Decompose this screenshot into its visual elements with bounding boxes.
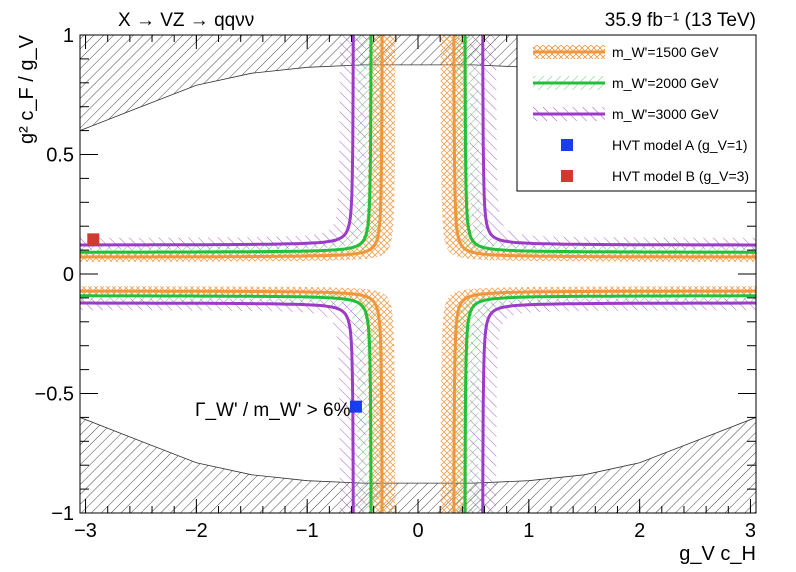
y-tick-label: 1 — [63, 25, 74, 47]
hvt-marker-0 — [349, 400, 362, 413]
band-2-q2 — [469, 298, 756, 513]
x-tick-label: −2 — [185, 520, 208, 542]
legend-label-3: HVT model A (g_V=1) — [612, 137, 748, 153]
series-line-1-q0 — [463, 35, 756, 254]
width-annotation: Γ_W' / m_W' > 6% — [195, 400, 351, 421]
series-line-2-q0 — [481, 35, 756, 247]
x-tick-label: −3 — [74, 520, 97, 542]
x-tick-label: 0 — [412, 520, 423, 542]
band-2-q0 — [469, 35, 756, 250]
series-line-0-q1 — [80, 35, 384, 259]
series-line-0-q3 — [80, 289, 384, 513]
y-tick-label: 0 — [63, 264, 74, 286]
series-line-1-q1 — [80, 35, 373, 254]
y-tick-label: −0.5 — [35, 384, 74, 406]
band-2-q3 — [80, 298, 367, 513]
y-tick-label: 0.5 — [46, 145, 74, 167]
width-exclusion-region-bottom — [80, 417, 756, 513]
legend-label-2: m_W'=3000 GeV — [612, 106, 719, 122]
band-2-q1 — [80, 35, 367, 250]
legend-label-0: m_W'=1500 GeV — [612, 44, 719, 60]
series-line-2-q2 — [481, 301, 756, 513]
series-line-0-q0 — [452, 35, 756, 259]
x-axis-label: g_V c_H — [679, 543, 756, 565]
legend-marker-4 — [561, 170, 573, 182]
legend-marker-3 — [561, 139, 573, 151]
chart-title-left: X → VZ → qqνν — [118, 10, 254, 31]
series-line-2-q3 — [80, 301, 355, 513]
legend: m_W'=1500 GeV m_W'=2000 GeV m_W'=3000 GeV H… — [516, 34, 757, 192]
series-line-0-q2 — [452, 289, 756, 513]
series-line-1-q2 — [463, 294, 756, 513]
width-exclusion-boundary-bottom — [80, 417, 756, 484]
x-tick-label: 1 — [523, 520, 534, 542]
y-tick-label: −1 — [51, 503, 74, 525]
x-tick-label: 3 — [745, 520, 756, 542]
legend-label-1: m_W'=2000 GeV — [612, 75, 719, 91]
hvt-marker-1 — [87, 233, 100, 246]
x-tick-label: −1 — [296, 520, 319, 542]
y-axis-label: g² c_F / g_V — [16, 34, 38, 144]
legend-label-4: HVT model B (g_V=3) — [612, 168, 749, 184]
chart-title-right: 35.9 fb⁻¹ (13 TeV) — [605, 10, 756, 31]
series-line-1-q3 — [80, 294, 373, 513]
series-line-2-q1 — [80, 35, 355, 247]
x-tick-label: 2 — [634, 520, 645, 542]
